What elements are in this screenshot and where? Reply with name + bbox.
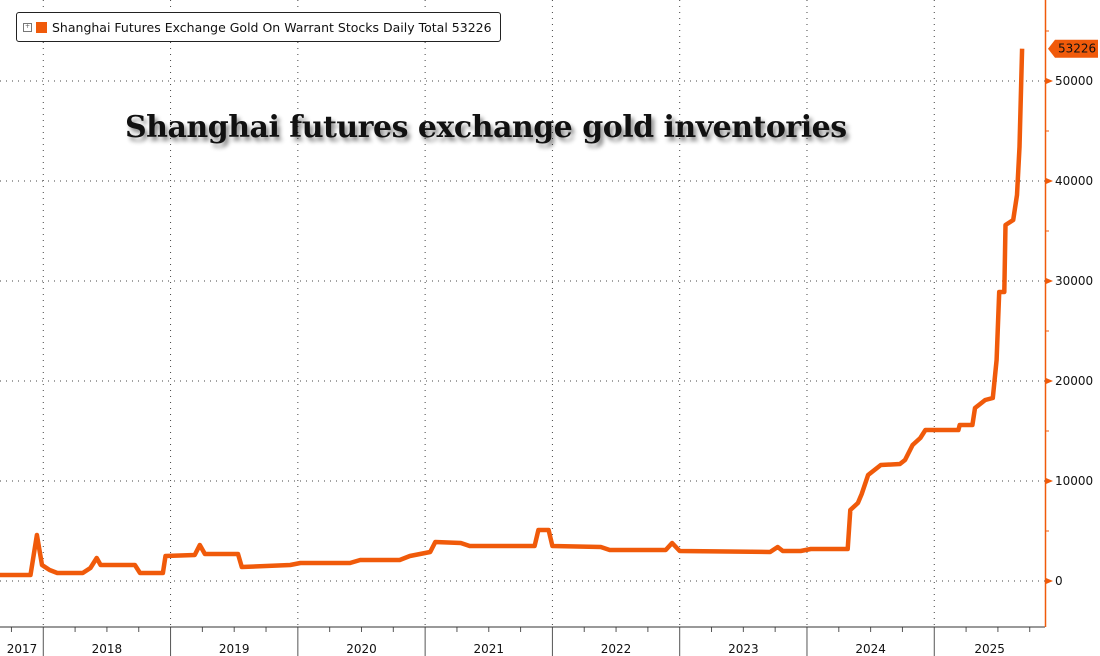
legend-value: 53226	[451, 19, 492, 35]
series-line	[0, 48, 1025, 578]
y-tick-label: 0	[1055, 574, 1063, 588]
x-tick-label: 2023	[728, 642, 759, 656]
legend[interactable]: + Shanghai Futures Exchange Gold On Warr…	[16, 12, 501, 42]
legend-label: Shanghai Futures Exchange Gold On Warran…	[52, 19, 448, 35]
x-tick-label: 2019	[219, 642, 250, 656]
x-tick-label: 2024	[855, 642, 886, 656]
legend-swatch	[36, 21, 47, 33]
y-tick-label: 30000	[1055, 274, 1093, 288]
last-value-tag	[1048, 39, 1098, 58]
x-tick-label: 2025	[974, 642, 1005, 656]
x-tick-label: 2021	[473, 642, 504, 656]
y-tick-label: 40000	[1055, 174, 1093, 188]
y-tick-mark	[1046, 578, 1053, 584]
y-tick-mark	[1046, 478, 1053, 484]
y-tick-mark	[1046, 378, 1053, 384]
y-tick-mark	[1046, 278, 1053, 284]
y-tick-label: 20000	[1055, 374, 1093, 388]
x-tick-label: 2020	[346, 642, 377, 656]
y-tick-mark	[1046, 78, 1053, 84]
x-tick-label: 2018	[92, 642, 123, 656]
y-tick-label: 50000	[1055, 74, 1093, 88]
x-tick-label: 2022	[601, 642, 632, 656]
last-value-label: 53226	[1058, 42, 1096, 56]
y-tick-label: 10000	[1055, 474, 1093, 488]
y-tick-mark	[1046, 178, 1053, 184]
x-tick-label: 2017	[7, 642, 38, 656]
expand-icon[interactable]: +	[23, 22, 32, 32]
chart-title: Shanghai futures exchange gold inventori…	[125, 110, 847, 145]
